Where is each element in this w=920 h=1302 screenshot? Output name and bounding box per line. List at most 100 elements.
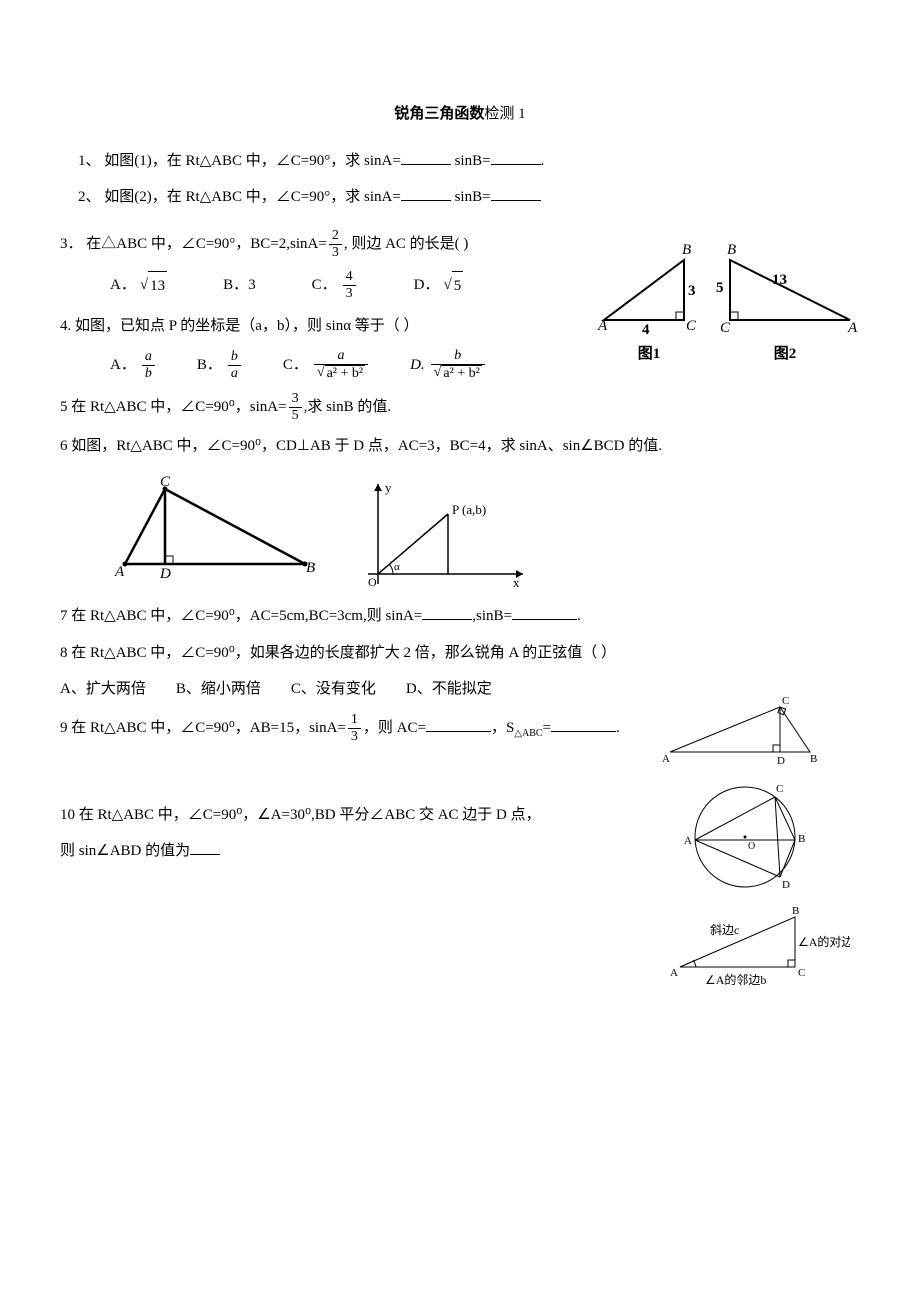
svg-text:B: B	[727, 242, 736, 258]
svg-text:D: D	[782, 879, 790, 891]
fraction: 23	[329, 228, 342, 261]
fig1-label: 图1	[594, 340, 704, 369]
figure-cd2: A B C D	[660, 692, 830, 772]
opt-label: C．	[312, 271, 337, 300]
svg-text:x: x	[513, 575, 520, 590]
svg-text:C: C	[686, 318, 697, 334]
denom: a	[231, 366, 238, 381]
question-1: 1、 如图(1)，在 Rt△ABC 中，∠C=90°，求 sinA= sinB=…	[60, 147, 860, 176]
svg-text:B: B	[306, 560, 315, 576]
figure-triangle-cd: A B C D	[110, 474, 320, 584]
radicand: a² + b²	[325, 365, 366, 382]
svg-text:D: D	[159, 566, 171, 582]
opt-d: D.ba² + b²	[410, 348, 487, 382]
punct: .	[541, 153, 545, 169]
q1-mid: sinB=	[451, 153, 491, 169]
svg-text:13: 13	[772, 272, 787, 288]
opt-label: D．	[414, 271, 440, 300]
fraction: aa² + b²	[314, 348, 368, 382]
svg-text:C: C	[776, 783, 783, 795]
opt-label: A．	[110, 351, 136, 380]
opt-b: B、缩小两倍	[176, 675, 261, 704]
fig2-label: 图2	[710, 340, 860, 369]
q9-text-a: 9 在 Rt△ABC 中，∠C=90⁰，AB=15，sinA=	[60, 720, 346, 736]
denom: 5	[289, 407, 302, 424]
svg-text:A: A	[847, 320, 858, 336]
svg-text:P (a,b): P (a,b)	[452, 502, 486, 517]
blank	[401, 185, 451, 201]
svg-text:O: O	[368, 575, 377, 589]
figure-1: A B C 3 4 图1	[594, 240, 704, 369]
q3-options: A．13 B．3 C．43 D． 5	[60, 269, 594, 302]
svg-text:4: 4	[642, 322, 650, 338]
question-8: 8 在 Rt△ABC 中，∠C=90⁰，如果各边的长度都扩大 2 倍，那么锐角 …	[60, 639, 860, 668]
punct: .	[577, 608, 581, 624]
opt-b: B．ba	[197, 349, 243, 382]
svg-text:C: C	[782, 695, 789, 707]
q2-text: 2、 如图(2)，在 Rt△ABC 中，∠C=90°，求 sinA=	[78, 189, 401, 205]
svg-text:A: A	[662, 753, 670, 765]
numer: b	[231, 349, 238, 364]
subscript: △ABC	[514, 728, 542, 739]
figures-right: A B C 3 4 图1 B C A 5 13 图2	[594, 240, 860, 369]
question-4: 4. 如图，已知点 P 的坐标是（a，b），则 sinα 等于（ ）	[60, 312, 594, 341]
blank	[491, 185, 541, 201]
figure-circle: A B C D O	[660, 772, 830, 902]
opt-a: A．ab	[110, 349, 157, 382]
q10-text-a: 10 在 Rt△ABC 中，∠C=90⁰，∠A=30⁰,BD 平分∠ABC 交 …	[60, 807, 541, 823]
opt-b: B．3	[223, 271, 256, 300]
svg-text:A: A	[114, 564, 125, 580]
opt-c: C．aa² + b²	[283, 348, 370, 382]
title-light: 检测 1	[484, 106, 525, 122]
opt-a: A、扩大两倍	[60, 675, 146, 704]
figure-coord: O α y x P (a,b)	[348, 474, 538, 594]
svg-text:B: B	[798, 833, 805, 845]
q7-text-b: ,sinB=	[472, 608, 512, 624]
svg-text:C: C	[720, 320, 731, 336]
svg-text:O: O	[748, 841, 755, 852]
denom: b	[145, 366, 152, 381]
opt-d: D． 5	[414, 271, 464, 301]
q3-text-b: , 则边 AC 的长是( )	[344, 236, 469, 252]
radicand: a² + b²	[441, 365, 482, 382]
svg-text:D: D	[777, 755, 785, 767]
figure-2: B C A 5 13 图2	[710, 240, 860, 369]
opt-c: C．43	[312, 269, 358, 302]
svg-text:C: C	[798, 967, 805, 979]
question-3: 3． 在△ABC 中，∠C=90°，BC=2,sinA=23, 则边 AC 的长…	[60, 228, 594, 261]
fraction: ab	[142, 349, 155, 382]
opt-c: C、没有变化	[291, 675, 376, 704]
fraction: ba	[228, 349, 241, 382]
blank	[551, 716, 616, 732]
radicand: 5	[452, 271, 464, 301]
q5-text-a: 5 在 Rt△ABC 中，∠C=90⁰，sinA=	[60, 399, 287, 415]
svg-text:B: B	[682, 242, 691, 258]
q3-text-a: 3． 在△ABC 中，∠C=90°，BC=2,sinA=	[60, 236, 327, 252]
svg-text:∠A的对边a: ∠A的对边a	[798, 934, 850, 949]
numer: 1	[348, 712, 361, 728]
q6-text: 6 如图，Rt△ABC 中，∠C=90⁰，CD⊥AB 于 D 点，AC=3，BC…	[60, 438, 662, 454]
question-7: 7 在 Rt△ABC 中，∠C=90⁰，AC=5cm,BC=3cm,则 sinA…	[60, 602, 860, 631]
svg-text:斜边c: 斜边c	[710, 923, 739, 937]
svg-text:A: A	[670, 967, 678, 979]
fraction: 43	[343, 269, 356, 302]
q1-text: 1、 如图(1)，在 Rt△ABC 中，∠C=90°，求 sinA=	[78, 153, 401, 169]
svg-text:5: 5	[716, 280, 724, 296]
radicand: 13	[148, 271, 167, 301]
numer: a	[145, 349, 152, 364]
numer: b	[454, 348, 461, 363]
blank	[491, 149, 541, 165]
sqrt: a² + b²	[317, 365, 365, 382]
question-5: 5 在 Rt△ABC 中，∠C=90⁰，sinA=35,求 sinB 的值.	[60, 391, 860, 424]
sqrt: a² + b²	[434, 365, 482, 382]
fraction: 35	[289, 391, 302, 424]
opt-d: D、不能拟定	[406, 675, 492, 704]
opt-a: A．13	[110, 271, 167, 301]
svg-text:α: α	[394, 561, 400, 573]
fraction: b a² + b²	[431, 348, 485, 382]
q7-text-a: 7 在 Rt△ABC 中，∠C=90⁰，AC=5cm,BC=3cm,则 sinA…	[60, 608, 422, 624]
q5-text-b: ,求 sinB 的值.	[304, 399, 392, 415]
blank	[422, 604, 472, 620]
denom: 3	[348, 728, 361, 745]
figure-row-q6: A B C D O α y x P (a,b)	[110, 474, 860, 594]
